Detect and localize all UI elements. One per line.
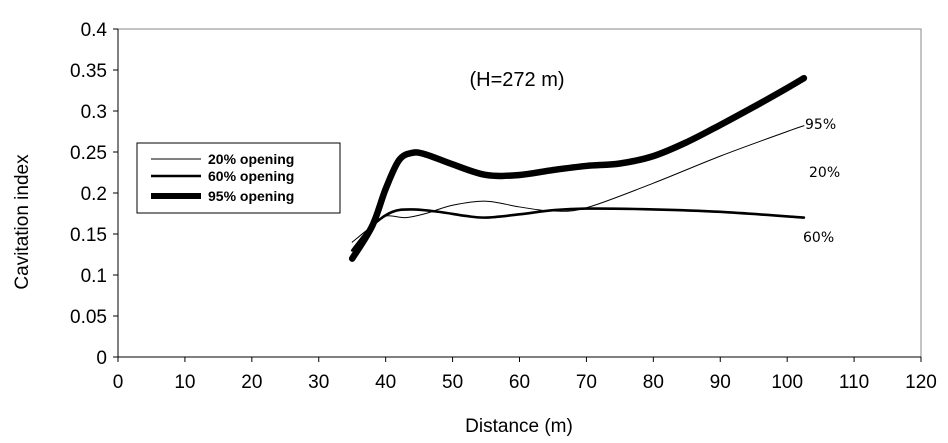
legend-label-60: 60% opening bbox=[208, 168, 294, 184]
y-tick-label: 0 bbox=[96, 348, 107, 369]
series-layer bbox=[348, 74, 808, 262]
x-tick-label: 120 bbox=[905, 372, 937, 393]
end-label-95: 95% bbox=[805, 117, 836, 133]
x-tick-label: 0 bbox=[113, 372, 124, 393]
x-tick-label: 100 bbox=[771, 372, 803, 393]
x-axis: 0 10 20 30 40 50 60 70 80 90 100 110 120 bbox=[113, 356, 937, 393]
legend: 20% opening 60% opening 95% opening bbox=[136, 142, 341, 214]
y-tick-label: 0.4 bbox=[81, 20, 108, 41]
x-tick-label: 70 bbox=[576, 372, 597, 393]
y-tick-label: 0.25 bbox=[70, 143, 107, 164]
y-tick-label: 0.1 bbox=[81, 266, 107, 287]
y-axis: 0 0.05 0.1 0.15 0.2 0.25 0.3 0.35 0.4 bbox=[70, 20, 119, 369]
legend-label-20: 20% opening bbox=[208, 151, 294, 167]
y-axis-title: Cavitation index bbox=[12, 154, 33, 290]
chart-annotation: (H=272 m) bbox=[469, 69, 564, 91]
series-line-20 bbox=[351, 125, 805, 243]
y-tick-label: 0.3 bbox=[81, 102, 107, 123]
x-tick-label: 20 bbox=[241, 372, 262, 393]
legend-box bbox=[136, 142, 341, 214]
x-tick-label: 30 bbox=[308, 372, 329, 393]
y-tick-label: 0.15 bbox=[70, 225, 107, 246]
x-tick-label: 80 bbox=[643, 372, 664, 393]
end-label-20: 20% bbox=[809, 165, 840, 181]
series-line-95 bbox=[348, 74, 808, 262]
x-tick-label: 110 bbox=[839, 372, 869, 393]
legend-label-95: 95% opening bbox=[208, 188, 294, 204]
x-tick-label: 60 bbox=[509, 372, 530, 393]
y-tick-label: 0.05 bbox=[70, 307, 107, 328]
end-label-60: 60% bbox=[803, 230, 834, 246]
series-line-60 bbox=[350, 207, 806, 252]
x-tick-label: 40 bbox=[375, 372, 396, 393]
x-tick-label: 50 bbox=[442, 372, 463, 393]
y-tick-label: 0.2 bbox=[81, 184, 107, 205]
x-tick-label: 90 bbox=[710, 372, 731, 393]
x-axis-title: Distance (m) bbox=[465, 416, 573, 437]
y-tick-label: 0.35 bbox=[70, 61, 107, 82]
x-tick-label: 10 bbox=[174, 372, 195, 393]
